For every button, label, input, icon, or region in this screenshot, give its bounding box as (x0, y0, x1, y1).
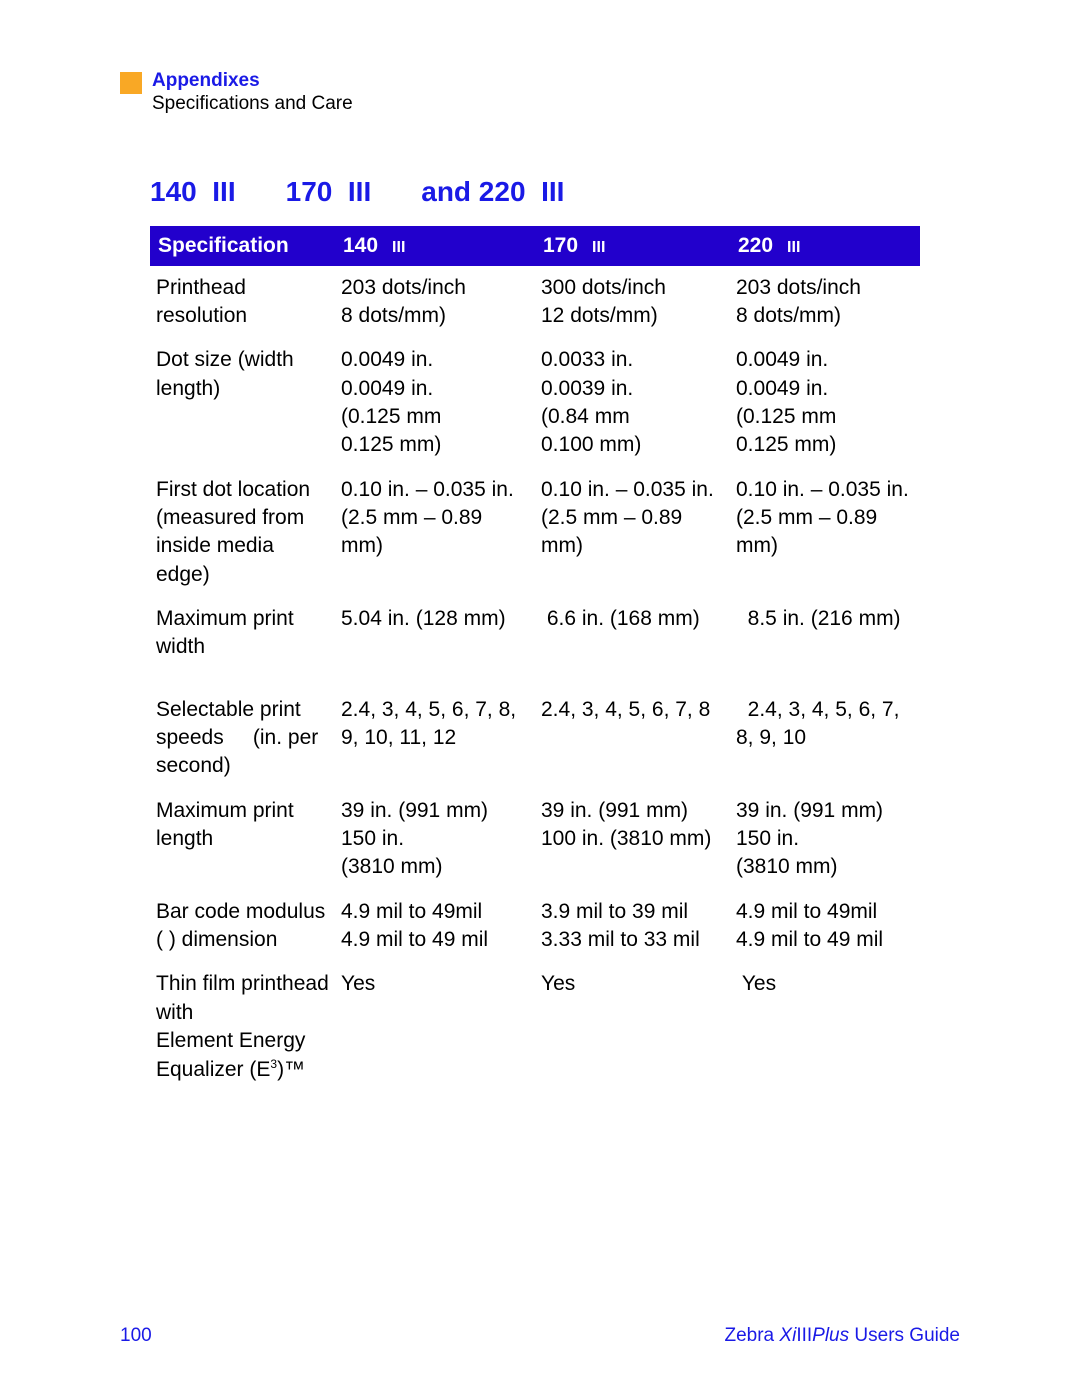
cell: Yes (335, 962, 535, 1091)
row-label: Dot size (width length) (150, 338, 335, 467)
cell: 0.10 in. – 0.035 in.(2.5 mm – 0.89 mm) (335, 468, 535, 597)
title-part-170: 170 (286, 176, 333, 207)
page: Appendixes Specifications and Care 140 I… (0, 0, 1080, 1397)
cell: 2.4, 3, 4, 5, 6, 7, 8, 9, 10 (730, 688, 920, 789)
cell: 0.0033 in.0.0039 in.(0.84 mm0.100 mm) (535, 338, 730, 467)
footer-italic-2: Plus (812, 1325, 849, 1346)
subsection-label: Specifications and Care (152, 93, 353, 116)
row-label: First dot location (measured from inside… (150, 468, 335, 597)
section-label: Appendixes (152, 70, 353, 93)
table-row: Maximum print width 5.04 in. (128 mm) 6.… (150, 597, 920, 670)
cell: 8.5 in. (216 mm) (730, 597, 920, 670)
cell: 6.6 in. (168 mm) (535, 597, 730, 670)
col-header-220: 220III (730, 226, 920, 266)
title-roman-2: III (348, 176, 371, 207)
footer-prefix: Zebra (724, 1325, 779, 1346)
cell: Yes (535, 962, 730, 1091)
footer-italic-1: Xi (779, 1325, 796, 1346)
table-row: Selectable print speeds (in. per second)… (150, 688, 920, 789)
table-row: Maximum print length 39 in. (991 mm)150 … (150, 789, 920, 890)
table-row: Printhead resolution 203 dots/inch8 dots… (150, 266, 920, 339)
cell: 0.0049 in.0.0049 in.(0.125 mm0.125 mm) (335, 338, 535, 467)
cell: Yes (730, 962, 920, 1091)
footer-suffix: Users Guide (849, 1325, 960, 1346)
table-body: Printhead resolution 203 dots/inch8 dots… (150, 266, 920, 1092)
cell: 2.4, 3, 4, 5, 6, 7, 8 (535, 688, 730, 789)
col-header-170: 170III (535, 226, 730, 266)
cell: 203 dots/inch8 dots/mm) (730, 266, 920, 339)
footer-right: Zebra XiIIIPlus Users Guide (724, 1325, 960, 1347)
cell: 0.0049 in.0.0049 in.(0.125 mm0.125 mm) (730, 338, 920, 467)
cell: 39 in. (991 mm)150 in.(3810 mm) (335, 789, 535, 890)
title-roman-3: III (541, 176, 564, 207)
cell: 39 in. (991 mm)100 in. (3810 mm) (535, 789, 730, 890)
cell: 4.9 mil to 49mil4.9 mil to 49 mil (335, 890, 535, 963)
col-header-140: 140III (335, 226, 535, 266)
cell: 203 dots/inch8 dots/mm) (335, 266, 535, 339)
cell: 4.9 mil to 49mil4.9 mil to 49 mil (730, 890, 920, 963)
cell: 39 in. (991 mm)150 in.(3810 mm) (730, 789, 920, 890)
table-row: First dot location (measured from inside… (150, 468, 920, 597)
row-label: Bar code modulus ( ) dimension (150, 890, 335, 963)
page-header: Appendixes Specifications and Care (120, 70, 960, 116)
cell: 0.10 in. – 0.035 in.(2.5 mm – 0.89 mm) (730, 468, 920, 597)
cell: 2.4, 3, 4, 5, 6, 7, 8, 9, 10, 11, 12 (335, 688, 535, 789)
row-label: Thin film printhead with Element Energy … (150, 962, 335, 1091)
footer-mid: III (796, 1325, 812, 1346)
table-row: Bar code modulus ( ) dimension 4.9 mil t… (150, 890, 920, 963)
accent-square-icon (120, 72, 142, 94)
page-title: 140 III 170 III and 220 III (150, 176, 960, 208)
cell: 0.10 in. – 0.035 in.(2.5 mm – 0.89 mm) (535, 468, 730, 597)
row-label: Printhead resolution (150, 266, 335, 339)
title-part-140: 140 (150, 176, 197, 207)
page-footer: 100 Zebra XiIIIPlus Users Guide (120, 1325, 960, 1347)
table-row (150, 670, 920, 688)
table-header-row: Specification 140III 170III 220III (150, 226, 920, 266)
row-label: Maximum print width (150, 597, 335, 670)
page-number: 100 (120, 1325, 152, 1347)
table-row: Dot size (width length) 0.0049 in.0.0049… (150, 338, 920, 467)
spec-table: Specification 140III 170III 220III Print… (150, 226, 920, 1092)
cell: 5.04 in. (128 mm) (335, 597, 535, 670)
cell: 300 dots/inch12 dots/mm) (535, 266, 730, 339)
title-roman-1: III (212, 176, 235, 207)
row-label: Maximum print length (150, 789, 335, 890)
col-header-spec: Specification (150, 226, 335, 266)
cell: 3.9 mil to 39 mil3.33 mil to 33 mil (535, 890, 730, 963)
row-label: Selectable print speeds (in. per second) (150, 688, 335, 789)
table-row: Thin film printhead with Element Energy … (150, 962, 920, 1091)
header-text: Appendixes Specifications and Care (152, 70, 353, 116)
title-part-and220: and 220 (421, 176, 525, 207)
